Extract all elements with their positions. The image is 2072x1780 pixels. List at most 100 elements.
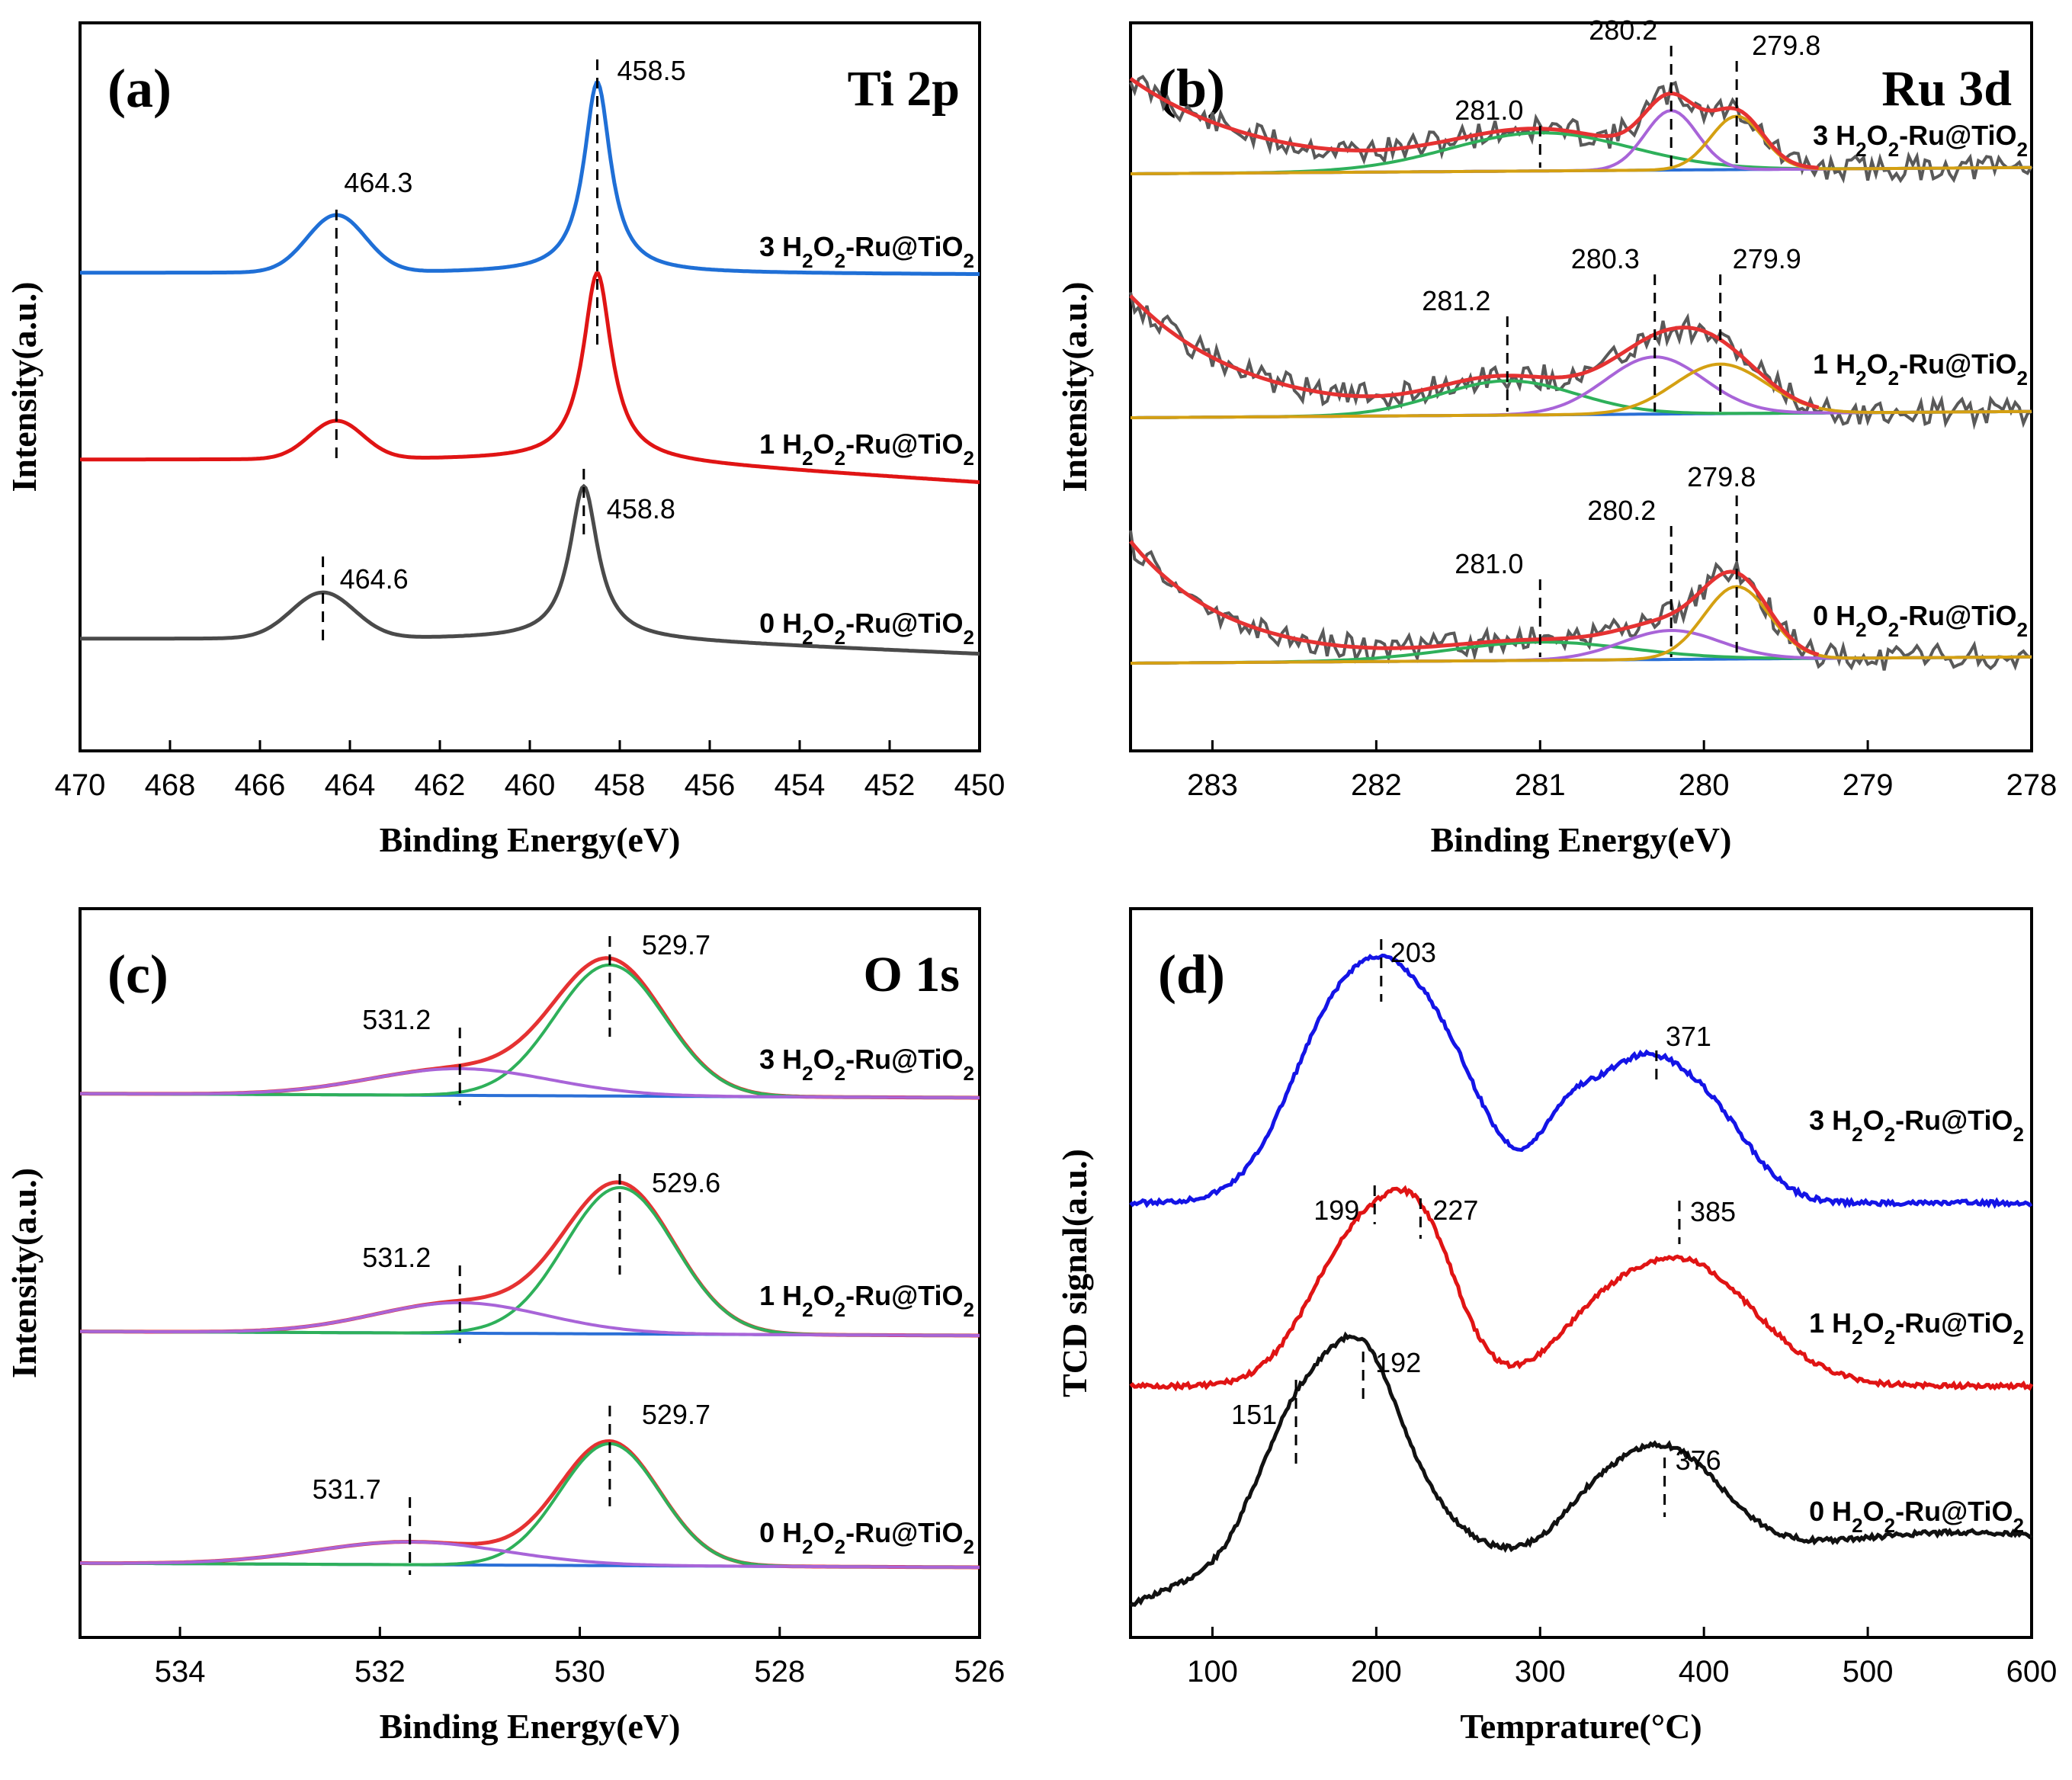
- panel-b-ru3d: 283 282 281 280 279 278 Binding Energy(eV) Inte…: [1055, 14, 2057, 859]
- x-tick-label: 279: [1843, 768, 1894, 802]
- peak-label: 458.8: [607, 493, 675, 524]
- x-axis-title: Binding Energy(eV): [380, 820, 681, 859]
- peak-label: 151: [1231, 1399, 1277, 1430]
- series-label: 3 H2O2-Ru@TiO2: [1813, 120, 2028, 161]
- peak-label: 281.0: [1455, 95, 1523, 126]
- x-tick-label: 470: [55, 768, 106, 802]
- x-tick-label: 454: [775, 768, 826, 802]
- x-tick-label: 456: [685, 768, 736, 802]
- x-axis-title: Temprature(°C): [1460, 1707, 1702, 1746]
- peak-label: 279.8: [1752, 30, 1820, 61]
- surface-oxygen-peak: [80, 1540, 980, 1569]
- raw-spectrum: [1129, 530, 2032, 671]
- x-tick-label: 300: [1515, 1655, 1566, 1689]
- peak-label: 458.5: [617, 55, 686, 86]
- peak-label: 281.2: [1422, 285, 1490, 316]
- raw-spectrum: [1129, 292, 2033, 431]
- x-tick-label: 200: [1351, 1655, 1402, 1689]
- x-tick-label: 281: [1515, 768, 1566, 802]
- element-label: Ti 2p: [848, 61, 960, 117]
- surface-oxygen-peak: [80, 1301, 980, 1337]
- peak-label: 529.7: [642, 1399, 710, 1430]
- peak-label: 279.9: [1733, 243, 1801, 274]
- panel-label: (a): [107, 58, 172, 119]
- y-axis-title: TCD signal(a.u.): [1055, 1149, 1094, 1397]
- fit-envelope: [1129, 294, 1820, 409]
- series-line-2: [1129, 1331, 2033, 1608]
- series-line-0: [1129, 953, 2033, 1209]
- x-tick-label: 458: [595, 768, 646, 802]
- x-tick-label: 278: [2006, 768, 2058, 802]
- peak-label: 192: [1375, 1347, 1421, 1378]
- x-tick-label: 464: [325, 768, 376, 802]
- raw-spectrum: [1129, 74, 2033, 184]
- peak-label: 529.7: [642, 929, 710, 961]
- x-tick-label: 468: [145, 768, 196, 802]
- series-label: 3 H2O2-Ru@TiO2: [759, 231, 974, 272]
- x-axis-title: Binding Energy(eV): [1431, 820, 1732, 859]
- x-tick-label: 450: [954, 768, 1006, 802]
- peak-label: 227: [1432, 1195, 1478, 1226]
- x-tick-label: 500: [1843, 1655, 1894, 1689]
- fit-component-279: [1131, 362, 2032, 419]
- series-label: 1 H2O2-Ru@TiO2: [759, 428, 974, 470]
- series-label: 1 H2O2-Ru@TiO2: [1809, 1307, 2024, 1349]
- series-line-2: [80, 483, 980, 656]
- element-label: Ru 3d: [1881, 61, 2012, 117]
- x-tick-label: 600: [2006, 1655, 2058, 1689]
- series-label: 1 H2O2-Ru@TiO2: [1813, 348, 2028, 390]
- peak-label: 203: [1390, 937, 1436, 968]
- series-label: 1 H2O2-Ru@TiO2: [759, 1280, 974, 1321]
- fit-envelope: [1129, 540, 1820, 657]
- x-tick-label: 280: [1679, 768, 1730, 802]
- peak-label: 464.3: [344, 167, 412, 198]
- x-tick-label: 462: [415, 768, 466, 802]
- peak-label: 464.6: [340, 563, 409, 595]
- series-line-1: [80, 271, 980, 484]
- peak-label: 531.2: [362, 1004, 431, 1035]
- fit-envelope: [1129, 76, 1819, 170]
- x-tick-label: 466: [235, 768, 286, 802]
- peak-label: 279.8: [1687, 461, 1756, 492]
- element-label: O 1s: [863, 947, 960, 1002]
- y-axis-title: Intensity(a.u.): [1055, 281, 1094, 492]
- x-tick-label: 526: [954, 1655, 1006, 1689]
- peak-label: 281.0: [1455, 548, 1523, 579]
- x-tick-label: 530: [554, 1655, 605, 1689]
- panel-label: (b): [1158, 58, 1225, 119]
- y-axis-title: Intensity(a.u.): [5, 281, 43, 492]
- peak-label: 385: [1690, 1196, 1736, 1227]
- x-tick-label: 534: [155, 1655, 206, 1689]
- x-tick-label: 100: [1187, 1655, 1238, 1689]
- panel-c-o1s: 534 532 530 528 526 Binding Energy(eV) Intensi…: [5, 907, 1006, 1746]
- x-tick-label: 283: [1187, 768, 1238, 802]
- x-tick-label: 452: [864, 768, 916, 802]
- series-label: 3 H2O2-Ru@TiO2: [1809, 1105, 2024, 1146]
- peak-label: 531.2: [362, 1242, 431, 1273]
- panel-a-ti2p: 470 468 466 464 462 460 458 456 454 452 450 Binding…: [5, 21, 1006, 859]
- series-label: 0 H2O2-Ru@TiO2: [1813, 600, 2028, 641]
- series-label: 0 H2O2-Ru@TiO2: [759, 608, 974, 649]
- series-label: 0 H2O2-Ru@TiO2: [1809, 1496, 2024, 1537]
- plot-frame: [1129, 21, 2033, 752]
- panel-label: (c): [107, 944, 168, 1005]
- x-tick-label: 528: [754, 1655, 805, 1689]
- x-tick-label: 532: [354, 1655, 406, 1689]
- panel-label: (d): [1158, 944, 1225, 1005]
- peak-label: 280.2: [1587, 495, 1656, 526]
- peak-label: 199: [1313, 1195, 1359, 1226]
- x-tick-label: 400: [1679, 1655, 1730, 1689]
- series-line-0: [80, 81, 980, 277]
- fit-component-279: [1131, 114, 2032, 175]
- peak-label: 529.6: [652, 1167, 720, 1198]
- peak-label: 371: [1666, 1021, 1711, 1052]
- peak-label: 280.3: [1571, 243, 1640, 274]
- x-tick-label: 282: [1351, 768, 1402, 802]
- peak-label: 280.2: [1589, 14, 1657, 46]
- y-axis-title: Intensity(a.u.): [5, 1168, 43, 1378]
- x-axis-title: Binding Energy(eV): [380, 1707, 681, 1746]
- x-tick-label: 460: [505, 768, 556, 802]
- fit-component-279: [1131, 585, 2032, 665]
- plot-frame: [79, 907, 981, 1639]
